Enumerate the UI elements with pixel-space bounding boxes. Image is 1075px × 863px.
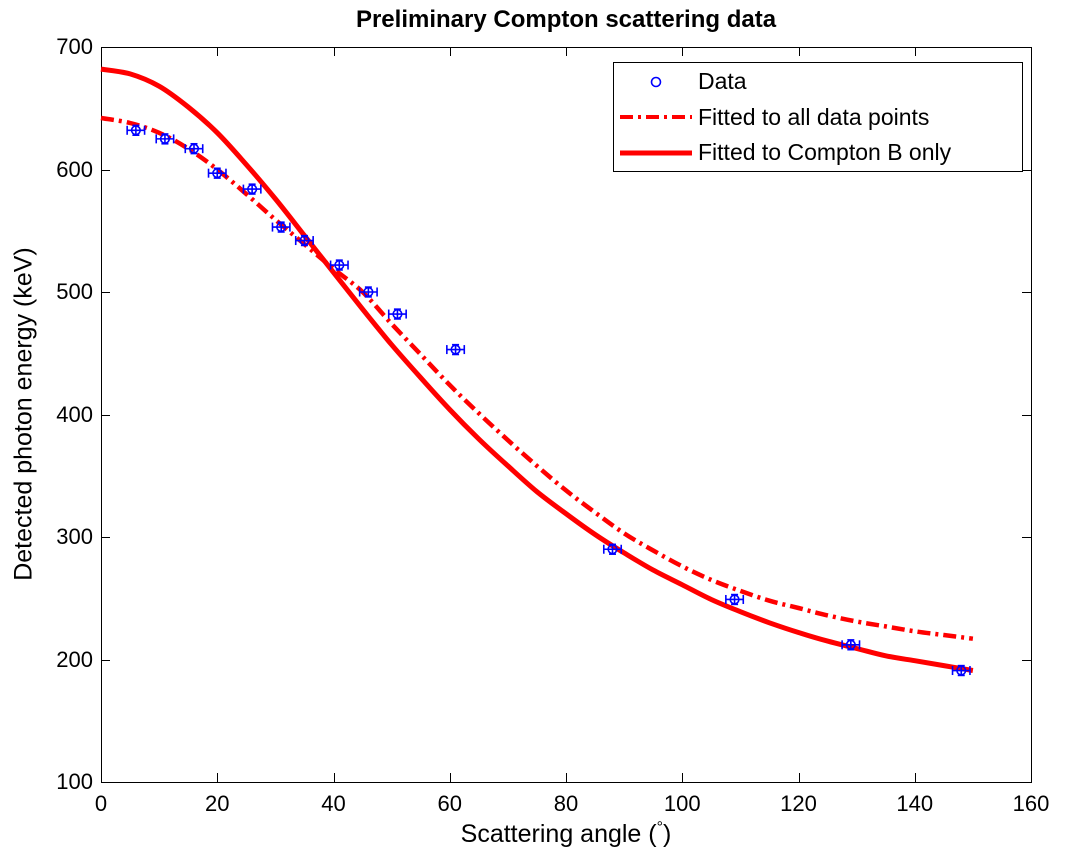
data-point [446,343,466,356]
y-tick-label: 700 [56,34,93,59]
data-point [126,124,146,136]
data-marker-circle [159,133,171,144]
chart-title: Preliminary Compton scattering data [355,6,777,33]
x-axis-label-text: Scattering angle ( [460,820,657,848]
y-axis-label: Detected photon energy (keV) [9,247,38,581]
data-marker-circle [299,235,310,246]
legend-entry-fit-comptonb: Fitted to Compton B only [614,136,1022,170]
data-marker-circle [845,639,856,650]
data-marker-circle [188,143,200,154]
legend-entry-fit-all: Fitted to all data points [614,100,1022,134]
data-point [841,639,861,651]
legend-label-data: Data [698,68,747,94]
data-marker-circle [247,184,258,195]
data-marker-circle [607,544,618,555]
data-marker-circle [130,125,141,136]
y-tick-label: 200 [56,646,93,672]
legend-entry-data: Data [614,65,1022,99]
x-axis-label: Scattering angle (°) [101,819,1031,849]
axis-ticks [101,47,1032,783]
x-tick-label: 0 [94,791,108,816]
y-tick-label: 400 [56,401,93,427]
fit-curve-all-points [100,115,974,641]
data-marker-circle [363,286,374,298]
y-tick-label: 300 [56,524,93,549]
open-circle-icon [650,76,662,87]
y-tick-label: 500 [56,279,93,304]
data-series [126,124,971,677]
x-tick-label: 140 [896,791,934,816]
data-point [242,183,262,195]
data-point [725,593,745,606]
y-tick-label: 600 [56,156,93,182]
data-marker-circle [450,344,461,355]
solid-line-icon [620,150,692,155]
x-tick-label: 40 [321,791,346,816]
data-point [358,286,378,298]
legend-marker-data [614,72,698,92]
x-tick-label: 100 [663,791,701,816]
legend-marker-fit-comptonb [614,143,698,163]
data-point [207,167,227,179]
dash-dot-line-icon [620,115,692,119]
y-tick-label: 100 [56,769,93,794]
data-point [387,308,407,320]
data-point [294,234,314,247]
x-tick-label: 120 [780,791,817,816]
data-point [329,259,349,271]
data-marker-circle [212,168,223,179]
fit-curve-compton-b [100,66,974,673]
data-marker-circle [729,594,740,605]
data-marker-circle [276,221,287,233]
legend-label-fit-all: Fitted to all data points [698,103,930,130]
degree-symbol: ° [656,819,664,836]
legend-marker-fit-all [614,107,698,127]
data-point [155,133,175,145]
data-point [602,543,623,555]
data-marker-circle [392,308,403,320]
data-marker-circle [956,665,967,676]
data-point [271,221,291,233]
x-tick-label: 20 [205,791,230,816]
x-tick-label: 160 [1012,791,1050,816]
x-tick-label: 60 [437,791,462,816]
data-marker-circle [334,259,345,271]
legend: Data Fitted to all data points Fitted to… [613,62,1023,172]
data-point [184,142,204,155]
data-point [951,664,971,677]
x-axis-label-close: ) [663,820,672,848]
legend-label-fit-comptonb: Fitted to Compton B only [698,139,952,165]
x-tick-label: 80 [553,791,579,816]
